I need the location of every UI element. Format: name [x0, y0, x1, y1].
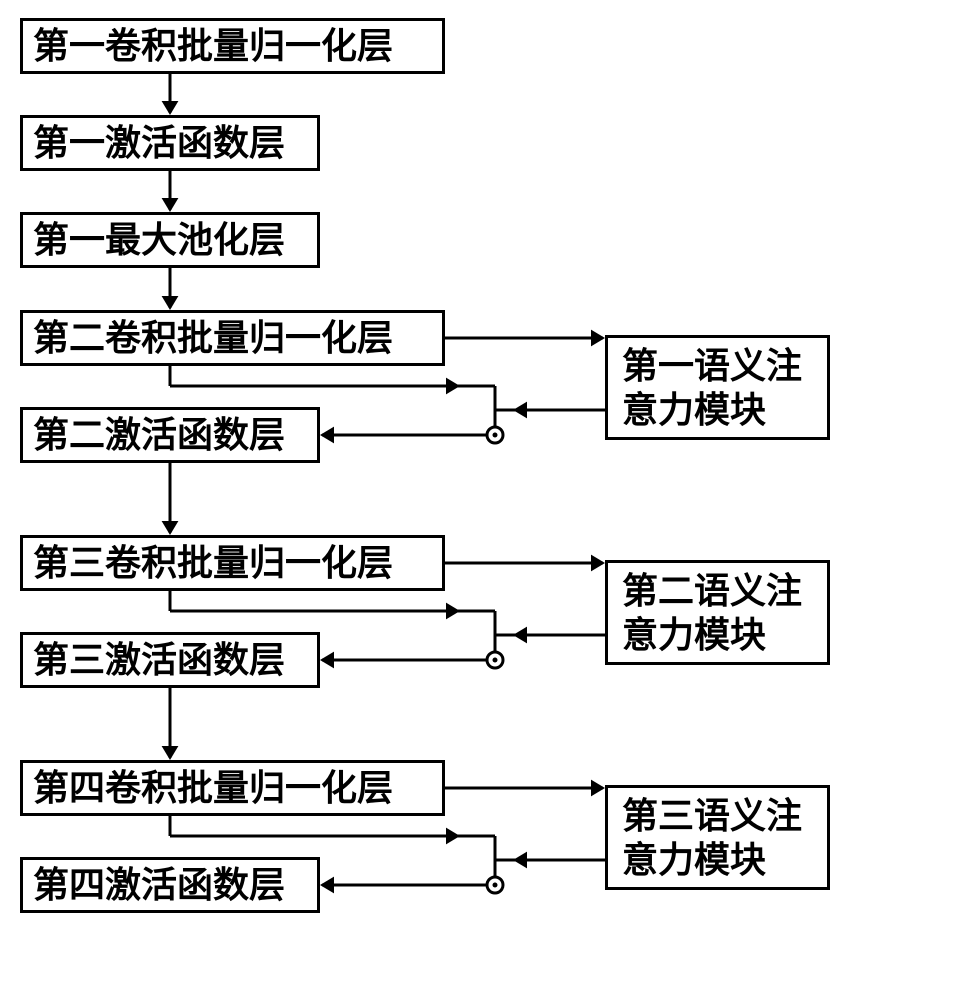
node-activation-3: 第三激活函数层 [20, 632, 320, 688]
node-attention-1: 第一语义注 意力模块 [605, 335, 830, 440]
node-attention-3: 第三语义注 意力模块 [605, 785, 830, 890]
node-activation-1: 第一激活函数层 [20, 115, 320, 171]
diagram-canvas: 第一卷积批量归一化层 第一激活函数层 第一最大池化层 第二卷积批量归一化层 第二… [0, 0, 965, 1000]
node-conv-bn-2: 第二卷积批量归一化层 [20, 310, 445, 366]
node-maxpool-1: 第一最大池化层 [20, 212, 320, 268]
node-conv-bn-4: 第四卷积批量归一化层 [20, 760, 445, 816]
node-activation-4: 第四激活函数层 [20, 857, 320, 913]
node-activation-2: 第二激活函数层 [20, 407, 320, 463]
node-conv-bn-3: 第三卷积批量归一化层 [20, 535, 445, 591]
node-attention-2: 第二语义注 意力模块 [605, 560, 830, 665]
node-conv-bn-1: 第一卷积批量归一化层 [20, 18, 445, 74]
